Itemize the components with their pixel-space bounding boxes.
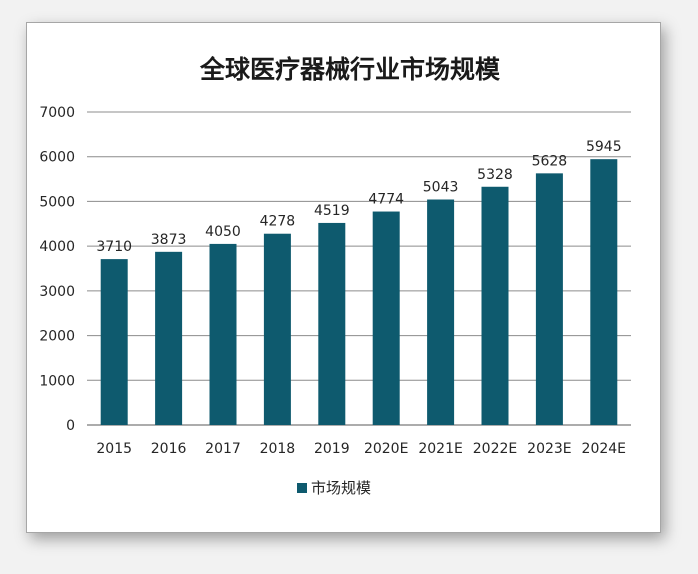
x-axis: 2015 2016 2017 2018 2019 2020E 2021E 2022E 2023E… [96,441,626,457]
x-tick-label: 2018 [260,441,296,457]
bars [100,159,618,425]
x-tick-label: 2021E [418,441,462,457]
y-tick-label: 5000 [39,194,75,210]
bar [372,211,400,425]
x-tick-label: 2024E [582,441,626,457]
data-labels: 3710 3873 4050 4278 4519 4774 5043 5328 5628 5945 [96,139,621,255]
x-tick-label: 2016 [151,441,187,457]
legend-label: 市场规模 [311,479,371,497]
bar-chart: 全球医疗器械行业市场规模 0 1000 2000 3000 4000 5000 6000 70… [39,55,631,497]
x-tick-label: 2020E [364,441,408,457]
y-tick-label: 4000 [39,239,75,255]
bar [535,173,563,425]
data-label: 5945 [586,139,622,155]
y-axis: 0 1000 2000 3000 4000 5000 6000 7000 [39,105,75,434]
y-tick-label: 7000 [39,105,75,121]
legend: 市场规模 [297,479,371,497]
x-tick-label: 2017 [205,441,241,457]
legend-swatch [297,483,307,493]
x-tick-label: 2022E [473,441,517,457]
data-label: 5328 [477,167,513,183]
chart-card: 全球医疗器械行业市场规模 0 1000 2000 3000 4000 5000 6000 70… [26,22,661,533]
y-tick-label: 1000 [39,373,75,389]
data-label: 4519 [314,203,350,219]
bar [263,233,291,425]
bar [318,222,346,425]
data-label: 3873 [151,232,187,248]
chart-title: 全球医疗器械行业市场规模 [199,55,501,84]
data-label: 3710 [96,239,132,255]
bar [209,243,237,425]
y-tick-label: 6000 [39,150,75,166]
y-tick-label: 3000 [39,284,75,300]
bar [590,159,618,425]
y-tick-label: 0 [66,418,75,434]
bar [100,259,128,425]
x-tick-label: 2019 [314,441,350,457]
bar [481,186,509,425]
data-label: 5043 [423,180,459,196]
data-label: 4774 [368,192,404,208]
data-label: 4278 [260,214,296,230]
data-label: 5628 [532,153,568,169]
data-label: 4050 [205,224,241,240]
bar [427,199,455,425]
x-tick-label: 2023E [527,441,571,457]
y-tick-label: 2000 [39,329,75,345]
bar [155,251,183,425]
x-tick-label: 2015 [96,441,132,457]
